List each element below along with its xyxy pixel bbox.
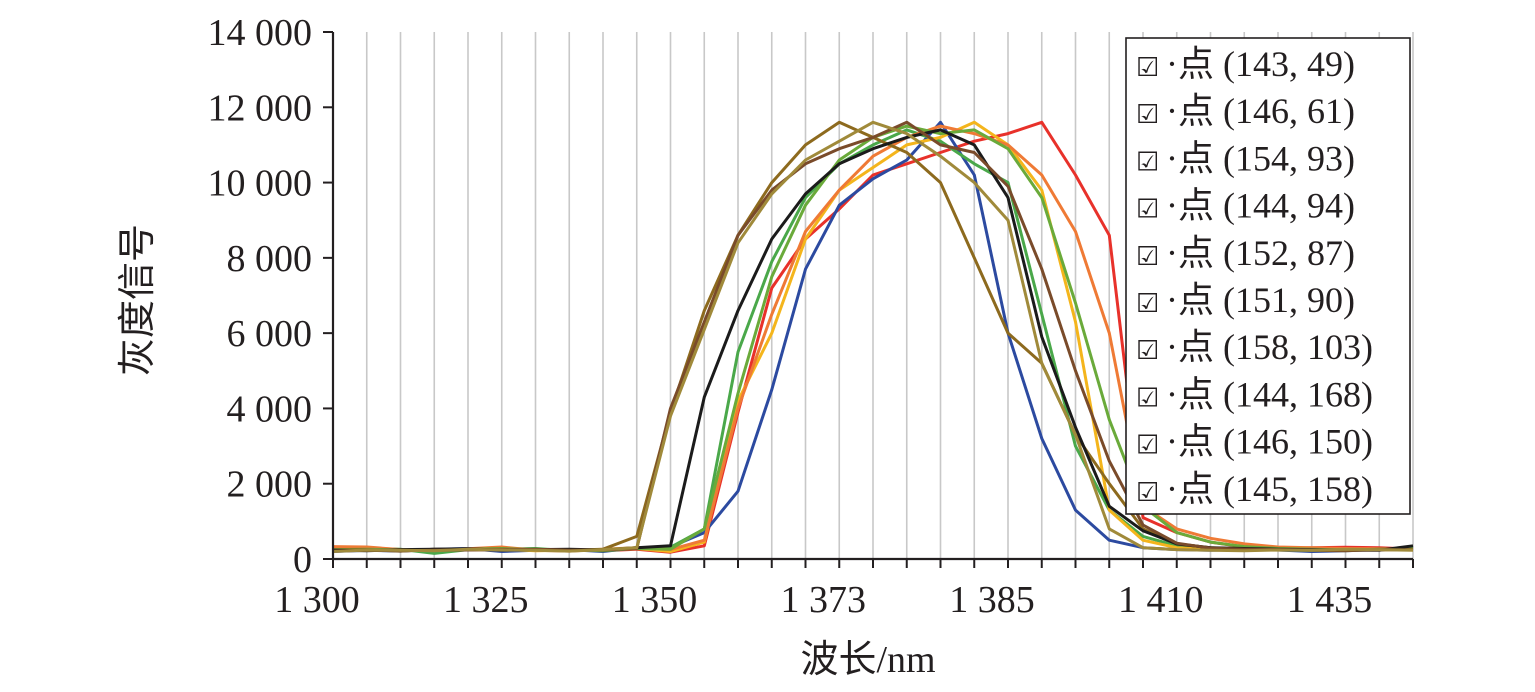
legend-checkbox-icon: ☑ (1136, 147, 1159, 176)
axes (323, 31, 1414, 568)
legend-entry: ·点 (146, 150) (1166, 422, 1373, 462)
x-tick-labels: 1 300 1 325 1 350 1 373 1 385 1 410 1 435 (274, 579, 1372, 621)
legend-entry: ·点 (143, 49) (1166, 44, 1355, 84)
legend-entry: ·点 (151, 90) (1166, 280, 1355, 320)
y-tick-label: 4 000 (227, 388, 313, 430)
y-tick-label: 14 000 (208, 12, 313, 54)
legend-checkbox-icon: ☑ (1136, 53, 1159, 82)
legend-entry: ·点 (158, 103) (1166, 327, 1373, 367)
legend-entry: ·点 (145, 158) (1166, 469, 1373, 509)
x-tick-label: 1 350 (612, 579, 698, 621)
legend-checkbox-icon: ☑ (1136, 289, 1159, 318)
legend-entry: ·点 (144, 94) (1166, 186, 1355, 226)
y-tick-label: 10 000 (208, 163, 313, 205)
x-tick-label: 1 385 (949, 579, 1035, 621)
legend-entry: ·点 (154, 93) (1166, 138, 1355, 178)
y-tick-label: 2 000 (227, 464, 313, 506)
x-tick-label: 1 435 (1287, 579, 1373, 621)
x-tick-label: 1 300 (274, 579, 360, 621)
y-tick-label: 12 000 (208, 87, 313, 129)
legend-checkbox-icon: ☑ (1136, 336, 1159, 365)
legend-checkbox-icon: ☑ (1136, 383, 1159, 412)
legend-entry: ·点 (144, 168) (1166, 374, 1373, 414)
legend-checkbox-icon: ☑ (1136, 100, 1159, 129)
legend: ☑ ·点 (143, 49)☑ ·点 (146, 61)☑ ·点 (154, 93)☑… (1125, 37, 1411, 515)
legend-checkbox-icon: ☑ (1136, 195, 1159, 224)
series-line-10 (332, 120, 1414, 553)
x-axis-label: 波长/nm (800, 639, 935, 681)
x-tick-label: 1 410 (1118, 579, 1204, 621)
y-axis-label: 灰度信号 (117, 224, 159, 376)
y-tick-label: 8 000 (227, 238, 313, 280)
legend-checkbox-icon: ☑ (1136, 431, 1159, 460)
legend-checkbox-icon: ☑ (1136, 478, 1159, 507)
x-tick-label: 1 325 (443, 579, 529, 621)
legend-box (1125, 37, 1411, 515)
y-tick-label: 6 000 (227, 313, 313, 355)
y-tick-labels: 0 2 000 4 000 6 000 8 000 10 000 12 000 14 000 (208, 12, 313, 581)
series-lines (332, 120, 1414, 555)
legend-entry: ·点 (146, 61) (1166, 91, 1355, 131)
legend-checkbox-icon: ☑ (1136, 242, 1159, 271)
y-tick-label: 0 (293, 539, 312, 581)
x-tick-label: 1 373 (781, 579, 867, 621)
legend-entry: ·点 (152, 87) (1166, 233, 1355, 273)
